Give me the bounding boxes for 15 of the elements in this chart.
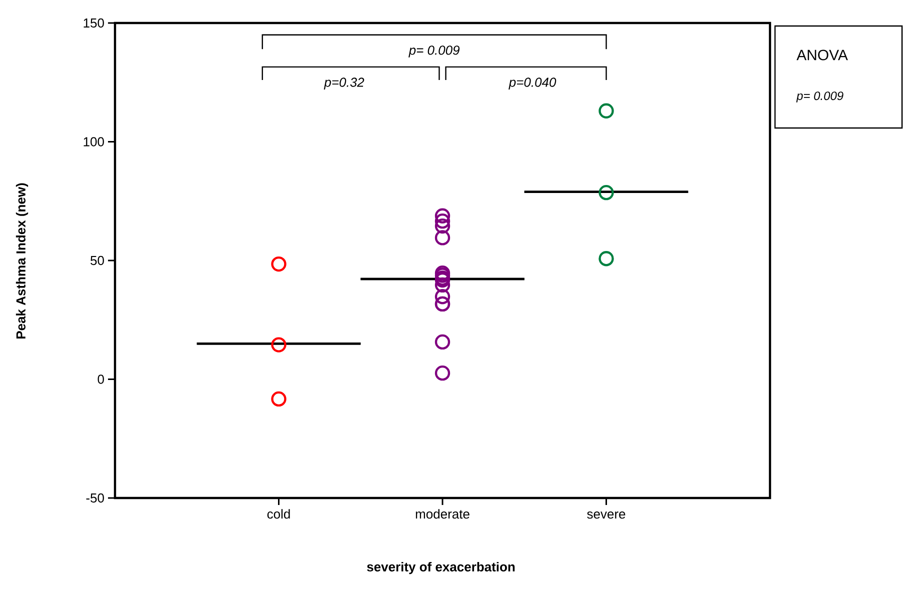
y-tick-label: 50 <box>90 256 104 266</box>
annotation: p=0.32 <box>324 78 364 90</box>
x-tick-label: cold <box>267 509 290 519</box>
y-tick-label: 100 <box>84 137 104 146</box>
x-axis-title: severity of exacerbation <box>367 562 515 574</box>
y-tick-label: -50 <box>86 493 104 503</box>
annotation: p= 0.009 <box>408 46 460 58</box>
y-tick-label: 0 <box>98 374 104 384</box>
annotation: p=0.040 <box>508 78 556 90</box>
x-tick-label: severe <box>587 512 626 519</box>
text: p= 0.009 <box>796 92 844 102</box>
y-axis-title: Peak Asthma Index (new) <box>16 183 28 339</box>
y-tick-label: 150 <box>84 18 104 28</box>
x-tick-label: moderate <box>416 509 470 519</box>
text: ANOVA <box>796 50 848 60</box>
